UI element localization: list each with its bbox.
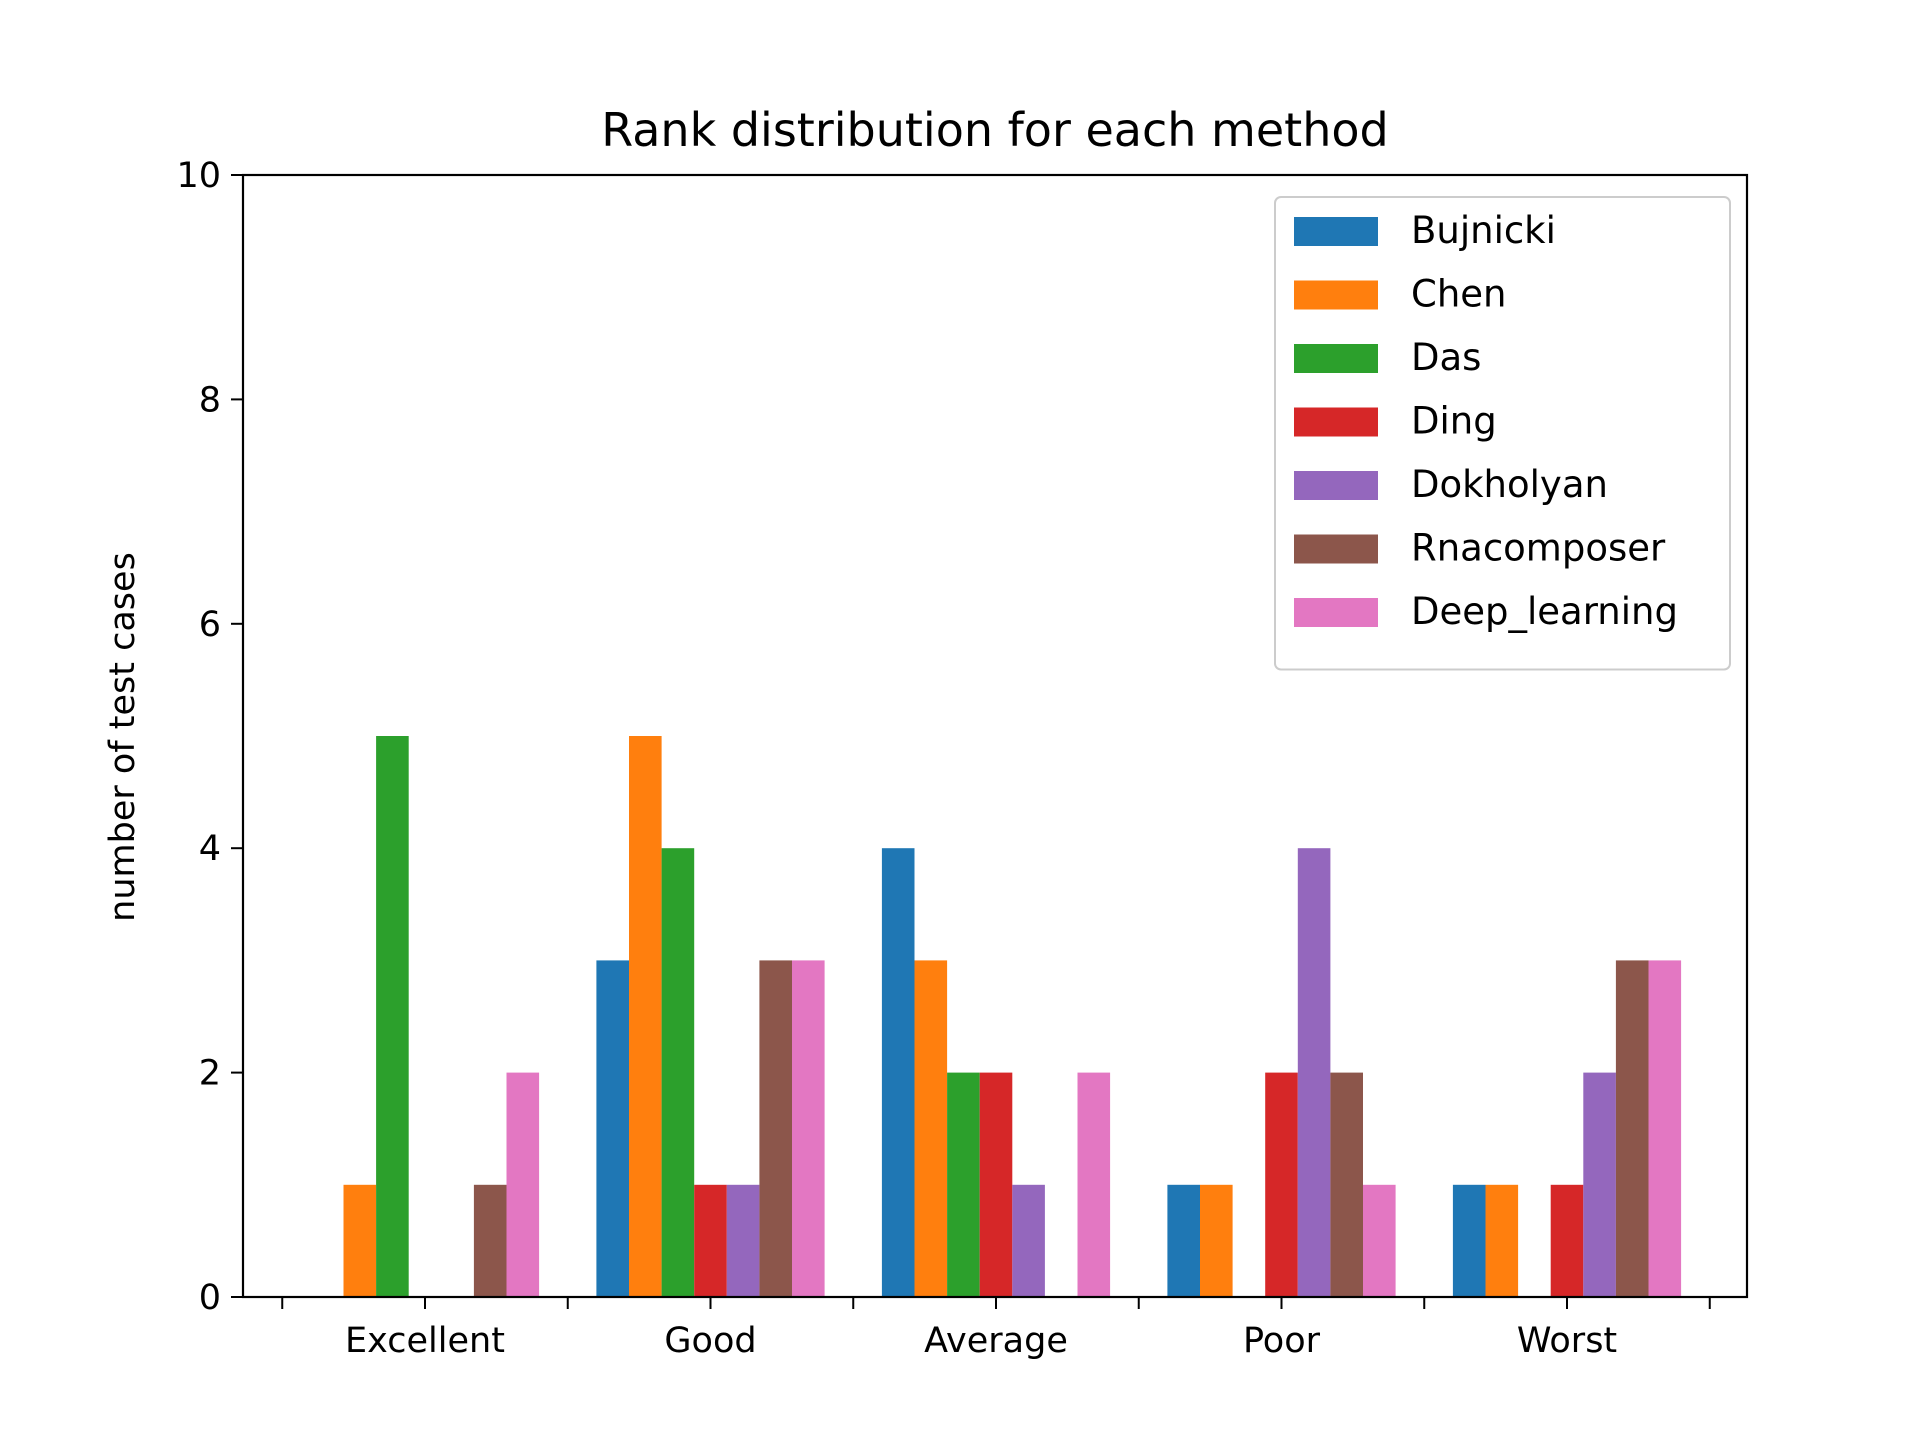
x-tick-label: Excellent [345, 1321, 505, 1361]
bar [506, 1072, 540, 1297]
bar [661, 848, 695, 1297]
bar [1200, 1184, 1233, 1297]
legend-swatch [1294, 217, 1378, 246]
bar [881, 848, 915, 1297]
bar [979, 1072, 1013, 1297]
legend-label: Dokholyan [1411, 463, 1608, 506]
bar [947, 1072, 980, 1297]
bar [759, 960, 792, 1297]
y-tick-label: 2 [199, 1054, 221, 1094]
bar [473, 1184, 507, 1297]
bar [376, 736, 409, 1297]
bar [726, 1184, 760, 1297]
bar [914, 960, 948, 1297]
bar [596, 960, 629, 1297]
bar [792, 960, 825, 1297]
legend-label: Chen [1411, 273, 1507, 316]
x-tick-label: Poor [1243, 1321, 1321, 1361]
y-axis-label: number of test cases [103, 552, 143, 922]
bar [1615, 960, 1649, 1297]
legend-swatch [1294, 534, 1378, 564]
x-tick-label: Average [924, 1321, 1068, 1361]
legend-box [1274, 196, 1731, 671]
chart-title: Rank distribution for each method [601, 103, 1388, 157]
axes-layer: 0 2 4 6 8 10 Excellent Good Average Poor Worst [176, 156, 1749, 1361]
bar [694, 1184, 727, 1297]
legend-swatch [1294, 344, 1378, 373]
x-tick-label: Worst [1517, 1321, 1617, 1361]
bar [1167, 1184, 1200, 1297]
bar [343, 1184, 377, 1297]
legend-label: Deep_learning [1411, 590, 1678, 633]
bars-layer [343, 736, 1682, 1297]
legend-swatch [1294, 280, 1378, 310]
x-tick-label: Good [664, 1321, 756, 1361]
bar [1012, 1184, 1045, 1297]
bar [1297, 848, 1331, 1297]
legend-label: Ding [1411, 400, 1497, 443]
bar [1363, 1184, 1396, 1297]
y-tick-label: 0 [199, 1278, 221, 1318]
legend-label: Bujnicki [1411, 209, 1556, 252]
y-tick-label: 10 [176, 156, 221, 196]
legend: Bujnicki Chen Das Ding Dokholyan Rnacomposer D… [1274, 196, 1731, 671]
y-tick-label: 6 [199, 605, 221, 645]
bar [629, 736, 662, 1297]
legend-swatch [1294, 598, 1378, 627]
bar [1330, 1072, 1363, 1297]
legend-swatch [1294, 407, 1378, 437]
y-tick-label: 4 [199, 829, 221, 869]
legend-label: Das [1411, 336, 1481, 379]
bar [1485, 1184, 1519, 1297]
bar [1648, 960, 1682, 1297]
y-tick-label: 8 [199, 380, 221, 420]
bar [1452, 1184, 1486, 1297]
bar [1265, 1072, 1298, 1297]
bar [1077, 1072, 1111, 1297]
legend-swatch [1294, 471, 1378, 500]
legend-label: Rnacomposer [1411, 527, 1666, 570]
bar [1550, 1184, 1584, 1297]
bar [1583, 1072, 1616, 1297]
